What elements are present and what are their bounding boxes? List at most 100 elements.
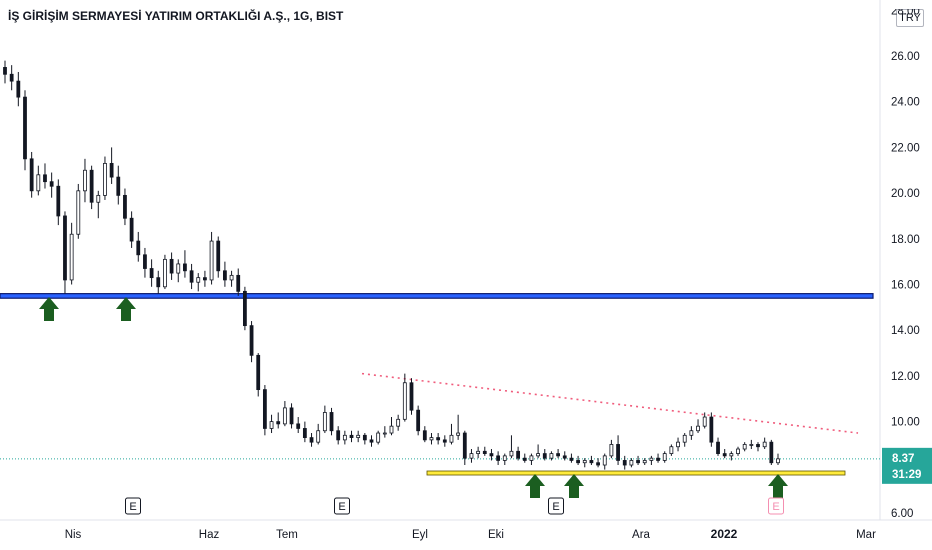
candle-body <box>69 233 74 281</box>
price-axis[interactable]: 26.00 24.00 22.00 20.00 18.00 16.00 14.00 12.00… <box>882 5 932 520</box>
candle-body <box>129 217 134 242</box>
candle-body <box>103 162 107 196</box>
earnings-marker-label: E <box>552 501 559 513</box>
support-zone <box>0 293 874 299</box>
candle-body <box>549 453 554 459</box>
earnings-marker[interactable] <box>548 497 564 515</box>
y-tick-label: 22.00 <box>891 142 920 154</box>
candle-body <box>656 457 660 461</box>
candle-body <box>602 455 607 466</box>
candle-body <box>422 430 427 441</box>
currency-button[interactable]: TRY <box>896 9 924 27</box>
candle-body <box>282 407 287 425</box>
earnings-marker[interactable] <box>125 497 141 515</box>
candle-body <box>262 389 267 429</box>
resistance-trendline <box>361 372 859 434</box>
candle-body <box>562 455 567 459</box>
candle-body <box>242 290 247 327</box>
candle-body <box>616 444 620 461</box>
x-tick-label: Mar <box>856 529 876 541</box>
candle-body <box>223 270 227 281</box>
arrows <box>39 297 788 498</box>
candle-body <box>189 270 194 283</box>
y-tick-label: 20.00 <box>891 188 920 200</box>
candle-body <box>636 460 640 464</box>
x-tick-label: Eyl <box>412 529 428 541</box>
x-tick-label: 2022 <box>711 527 738 541</box>
candle-body <box>736 448 740 454</box>
candle-body <box>382 432 387 435</box>
candle-body <box>769 441 774 464</box>
earnings-marker-label: E <box>129 501 136 513</box>
candle-body <box>589 460 594 464</box>
candle-body <box>309 437 314 443</box>
candle-body <box>729 453 734 457</box>
candle-body <box>276 421 281 425</box>
candle-body <box>689 430 694 436</box>
candle-body <box>376 432 381 443</box>
candle-body <box>163 258 167 288</box>
candle-body <box>569 457 574 461</box>
candle-body <box>342 434 347 441</box>
candle-body <box>456 432 461 436</box>
y-tick-label: 24.00 <box>891 97 920 109</box>
last-price-label[interactable] <box>882 447 932 484</box>
candle-body <box>682 434 687 443</box>
up-arrow-icon <box>564 474 584 498</box>
candle-body <box>442 439 447 443</box>
x-tick-label: Nis <box>65 529 82 541</box>
candle-body <box>329 412 334 432</box>
candle-body <box>402 382 407 420</box>
candle-body <box>482 450 487 454</box>
candle-body <box>183 263 187 272</box>
candle-body <box>416 409 421 432</box>
candle-body <box>316 430 321 443</box>
candle-body <box>709 416 714 443</box>
candle-body <box>289 407 294 425</box>
y-tick-label: 10.00 <box>891 417 920 429</box>
candle-body <box>229 274 234 281</box>
candle-body <box>716 441 720 454</box>
candle-body <box>489 453 494 457</box>
candle-body <box>629 460 634 466</box>
candle-body <box>502 455 507 461</box>
up-arrow-icon <box>39 297 59 321</box>
up-arrow-icon <box>525 474 545 498</box>
candle-body <box>369 439 374 443</box>
candle-body <box>429 437 434 441</box>
grid <box>0 0 932 521</box>
candle-body <box>496 455 501 461</box>
bar-countdown: 31:29 <box>892 469 921 481</box>
y-tick-label: 26.00 <box>891 51 920 63</box>
candle-body <box>209 240 214 281</box>
candle-body <box>536 453 541 457</box>
candle-body <box>749 444 754 446</box>
candle-body <box>23 96 27 160</box>
earnings-marker[interactable] <box>768 497 784 515</box>
candle-body <box>149 268 154 279</box>
candle-body <box>649 457 654 461</box>
candle-body <box>469 453 474 459</box>
candle-body <box>29 158 34 192</box>
candle-body <box>349 434 354 438</box>
candle-body <box>169 258 174 274</box>
candle-body <box>696 425 700 432</box>
earnings-marker[interactable] <box>334 497 350 515</box>
candle-body <box>742 444 747 450</box>
y-tick-label: 12.00 <box>891 371 920 383</box>
candle-body <box>449 434 454 443</box>
candle-body <box>136 240 141 256</box>
time-axis[interactable]: Nis Haz Tem Eyl Eki Ara 2022 Mar <box>65 527 876 541</box>
candle-body <box>576 460 580 464</box>
candle-body <box>63 215 67 281</box>
candle-body <box>702 416 707 427</box>
candle-body <box>762 441 767 448</box>
candle-body <box>622 460 627 466</box>
candle-body <box>582 460 587 464</box>
y-tick-label: 28.00 <box>891 5 920 17</box>
candle-body <box>676 441 680 448</box>
candle-body <box>336 430 341 441</box>
axis-mask <box>884 6 932 9</box>
